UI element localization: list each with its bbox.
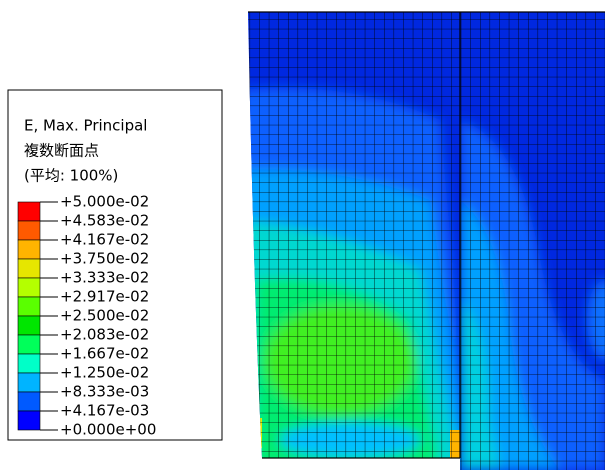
legend-label: +2.500e-02 xyxy=(60,307,149,325)
legend-color-band xyxy=(18,297,40,316)
legend-label: +8.333e-03 xyxy=(60,383,149,401)
legend-label: +5.000e-02 xyxy=(60,193,149,211)
legend-title: E, Max. Principal xyxy=(24,117,147,135)
front-face xyxy=(240,0,470,470)
legend-color-band xyxy=(18,335,40,354)
legend-label: +1.667e-02 xyxy=(60,345,149,363)
legend-color-band xyxy=(18,411,40,430)
legend-title: 複数断面点 xyxy=(24,142,99,160)
legend-color-band xyxy=(18,354,40,373)
legend-color-band xyxy=(18,373,40,392)
viewport: E, Max. Principal 複数断面点 (平均: 100%) +5.000e-… xyxy=(0,0,605,470)
legend-label: +4.583e-02 xyxy=(60,212,149,230)
legend-color-band xyxy=(18,202,40,221)
legend-color-band xyxy=(18,316,40,335)
legend-color-band xyxy=(18,259,40,278)
legend-color-band xyxy=(18,240,40,259)
legend-label: +4.167e-03 xyxy=(60,402,149,420)
legend-label: +3.333e-02 xyxy=(60,269,149,287)
legend-label: +4.167e-02 xyxy=(60,231,149,249)
legend-title: (平均: 100%) xyxy=(24,167,118,185)
legend-label: +3.750e-02 xyxy=(60,250,149,268)
legend-color-band xyxy=(18,221,40,240)
legend-label: +0.000e+00 xyxy=(60,421,156,439)
side-face xyxy=(460,0,605,470)
legend-color-band xyxy=(18,278,40,297)
legend-color-band xyxy=(18,392,40,411)
legend-label: +2.917e-02 xyxy=(60,288,149,306)
legend-label: +1.250e-02 xyxy=(60,364,149,382)
legend-label: +2.083e-02 xyxy=(60,326,149,344)
